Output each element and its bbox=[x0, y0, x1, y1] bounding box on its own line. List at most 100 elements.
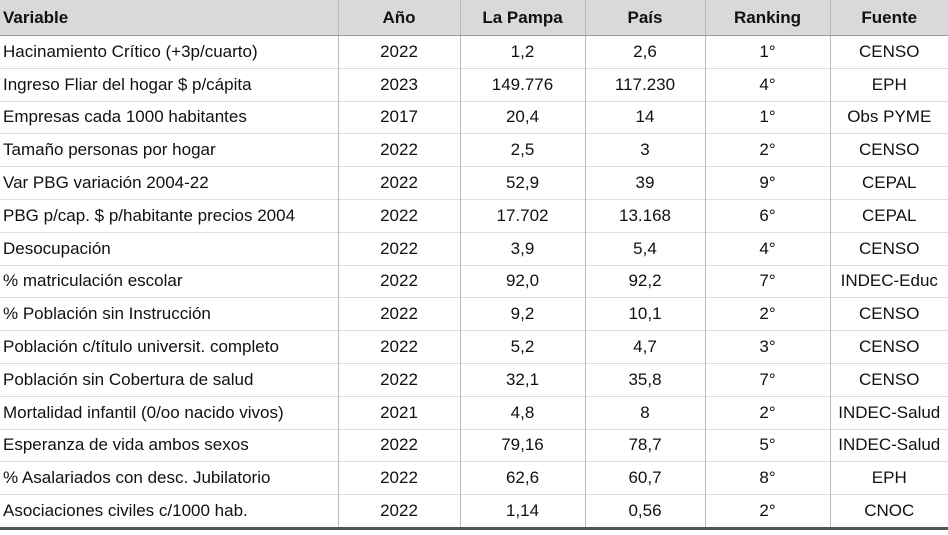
table-cell: 2022 bbox=[337, 264, 460, 298]
table-cell: % Población sin Instrucción bbox=[0, 297, 338, 331]
header-row: Variable Año La Pampa País Ranking Fuente bbox=[0, 0, 948, 36]
table-cell: 10,1 bbox=[584, 297, 705, 331]
table-cell: 1,14 bbox=[459, 494, 585, 530]
table-cell: EPH bbox=[829, 461, 948, 495]
table-cell: Ingreso Fliar del hogar $ p/cápita bbox=[0, 67, 338, 102]
header-cell: País bbox=[584, 0, 705, 36]
table-row: Hacinamiento Crítico (+3p/cuarto) 2022 1,2… bbox=[0, 35, 948, 69]
table-cell: 35,8 bbox=[584, 362, 705, 397]
table-cell: Esperanza de vida ambos sexos bbox=[0, 428, 338, 462]
table-cell: INDEC-Educ bbox=[829, 264, 948, 298]
table-cell: 60,7 bbox=[584, 461, 705, 495]
table-cell: Var PBG variación 2004-22 bbox=[0, 166, 338, 200]
table-cell: 6° bbox=[704, 198, 830, 233]
table-cell: 2022 bbox=[337, 198, 460, 233]
table-cell: 2,5 bbox=[459, 133, 585, 167]
table-row: PBG p/cap. $ p/habitante precios 2004 202… bbox=[0, 198, 948, 233]
table-cell: 4° bbox=[704, 67, 830, 102]
table-cell: 2022 bbox=[337, 166, 460, 200]
table-row: Esperanza de vida ambos sexos 2022 79,16 78… bbox=[0, 428, 948, 462]
table-cell: 5,4 bbox=[584, 231, 705, 266]
table-cell: INDEC-Salud bbox=[829, 428, 948, 462]
table-cell: 20,4 bbox=[459, 100, 585, 134]
table-cell: CENSO bbox=[829, 133, 948, 167]
table-cell: 117.230 bbox=[584, 67, 705, 102]
table-cell: CENSO bbox=[829, 297, 948, 331]
header-cell: La Pampa bbox=[459, 0, 585, 36]
table-cell: 2022 bbox=[337, 461, 460, 495]
table-cell: 2022 bbox=[337, 494, 460, 530]
table-cell: Desocupación bbox=[0, 231, 338, 266]
table-cell: 4,7 bbox=[584, 330, 705, 364]
table-cell: CENSO bbox=[829, 362, 948, 397]
table-row: Tamaño personas por hogar 2022 2,5 3 2° CENSO bbox=[0, 133, 948, 167]
header-cell: Año bbox=[337, 0, 460, 36]
table-cell: 2022 bbox=[337, 133, 460, 167]
table-cell: 8 bbox=[584, 395, 705, 430]
table-cell: 2022 bbox=[337, 428, 460, 462]
table-cell: CEPAL bbox=[829, 166, 948, 200]
table-cell: % matriculación escolar bbox=[0, 264, 338, 298]
table-cell: 32,1 bbox=[459, 362, 585, 397]
table-cell: 92,0 bbox=[459, 264, 585, 298]
table-cell: Tamaño personas por hogar bbox=[0, 133, 338, 167]
table-cell: EPH bbox=[829, 67, 948, 102]
table-cell: 2023 bbox=[337, 67, 460, 102]
table-row: Ingreso Fliar del hogar $ p/cápita 2023 14… bbox=[0, 67, 948, 102]
table-row: % Asalariados con desc. Jubilatorio 2022 6… bbox=[0, 461, 948, 495]
table-cell: CEPAL bbox=[829, 198, 948, 233]
table-body: Hacinamiento Crítico (+3p/cuarto) 2022 1,2… bbox=[0, 35, 948, 530]
table-cell: 2° bbox=[704, 297, 830, 331]
table-cell: 4,8 bbox=[459, 395, 585, 430]
table-cell: 2022 bbox=[337, 297, 460, 331]
table-row: Desocupación 2022 3,9 5,4 4° CENSO bbox=[0, 231, 948, 266]
table-cell: 78,7 bbox=[584, 428, 705, 462]
table-cell: CNOC bbox=[829, 494, 948, 530]
table-cell: 7° bbox=[704, 264, 830, 298]
table-cell: 2022 bbox=[337, 362, 460, 397]
table-cell: 62,6 bbox=[459, 461, 585, 495]
table-row: Var PBG variación 2004-22 2022 52,9 39 9° CEP… bbox=[0, 166, 948, 200]
table-cell: 3,9 bbox=[459, 231, 585, 266]
table-cell: INDEC-Salud bbox=[829, 395, 948, 430]
table-cell: PBG p/cap. $ p/habitante precios 2004 bbox=[0, 198, 338, 233]
table-row: Población c/título universit. completo 20… bbox=[0, 330, 948, 364]
table-cell: 2° bbox=[704, 133, 830, 167]
table-row: Empresas cada 1000 habitantes 2017 20,4 14 1… bbox=[0, 100, 948, 134]
table-cell: 2017 bbox=[337, 100, 460, 134]
table-row: % matriculación escolar 2022 92,0 92,2 7° IND… bbox=[0, 264, 948, 298]
header-cell: Ranking bbox=[704, 0, 830, 36]
table-cell: 14 bbox=[584, 100, 705, 134]
table-cell: 2022 bbox=[337, 35, 460, 69]
table-row: Población sin Cobertura de salud 2022 32,1… bbox=[0, 362, 948, 397]
table-cell: 2022 bbox=[337, 330, 460, 364]
table-cell: 2° bbox=[704, 395, 830, 430]
table-cell: 5,2 bbox=[459, 330, 585, 364]
table-cell: 79,16 bbox=[459, 428, 585, 462]
table-cell: 2,6 bbox=[584, 35, 705, 69]
table-cell: 3 bbox=[584, 133, 705, 167]
table-cell: 149.776 bbox=[459, 67, 585, 102]
table-cell: 39 bbox=[584, 166, 705, 200]
table-cell: Empresas cada 1000 habitantes bbox=[0, 100, 338, 134]
table-cell: 17.702 bbox=[459, 198, 585, 233]
table-cell: 52,9 bbox=[459, 166, 585, 200]
table-cell: CENSO bbox=[829, 231, 948, 266]
table-cell: % Asalariados con desc. Jubilatorio bbox=[0, 461, 338, 495]
table-cell: Obs PYME bbox=[829, 100, 948, 134]
table-cell: 1° bbox=[704, 100, 830, 134]
header-cell: Fuente bbox=[829, 0, 948, 36]
table-cell: 8° bbox=[704, 461, 830, 495]
table-cell: 2021 bbox=[337, 395, 460, 430]
table-cell: 7° bbox=[704, 362, 830, 397]
table-row: Mortalidad infantil (0/oo nacido vivos) 2… bbox=[0, 395, 948, 430]
table-row: Asociaciones civiles c/1000 hab. 2022 1,14… bbox=[0, 494, 948, 530]
table-cell: 92,2 bbox=[584, 264, 705, 298]
table-cell: 1° bbox=[704, 35, 830, 69]
table-cell: Población c/título universit. completo bbox=[0, 330, 338, 364]
table-cell: 9,2 bbox=[459, 297, 585, 331]
table-cell: 2022 bbox=[337, 231, 460, 266]
table-cell: Población sin Cobertura de salud bbox=[0, 362, 338, 397]
table-cell: CENSO bbox=[829, 330, 948, 364]
